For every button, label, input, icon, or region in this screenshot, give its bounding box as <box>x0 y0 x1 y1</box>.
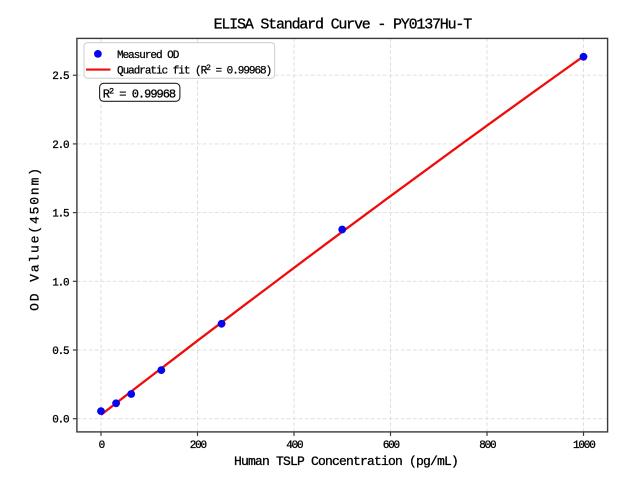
svg-text:2.0: 2.0 <box>52 140 69 152</box>
svg-text:1000: 1000 <box>573 440 595 452</box>
svg-text:1.0: 1.0 <box>52 277 69 289</box>
svg-text:0: 0 <box>99 440 105 452</box>
svg-text:R2 = 0.99968: R2 = 0.99968 <box>103 87 176 102</box>
svg-text:400: 400 <box>286 440 303 452</box>
svg-text:Quadratic fit (R2 = 0.99968): Quadratic fit (R2 = 0.99968) <box>117 64 271 77</box>
svg-text:0.5: 0.5 <box>52 346 69 358</box>
svg-text:600: 600 <box>383 440 400 452</box>
svg-text:Measured OD: Measured OD <box>117 50 180 62</box>
svg-text:1.5: 1.5 <box>52 209 69 221</box>
svg-text:200: 200 <box>190 440 207 452</box>
svg-text:OD Value(450nm): OD Value(450nm) <box>28 166 43 311</box>
svg-text:800: 800 <box>479 440 496 452</box>
svg-text:ELISA Standard Curve - PY0137H: ELISA Standard Curve - PY0137Hu-T <box>214 17 473 34</box>
svg-text:0.0: 0.0 <box>52 415 69 427</box>
svg-text:2.5: 2.5 <box>52 71 69 83</box>
svg-text:Human TSLP Concentration (pg/m: Human TSLP Concentration (pg/mL) <box>234 454 458 469</box>
